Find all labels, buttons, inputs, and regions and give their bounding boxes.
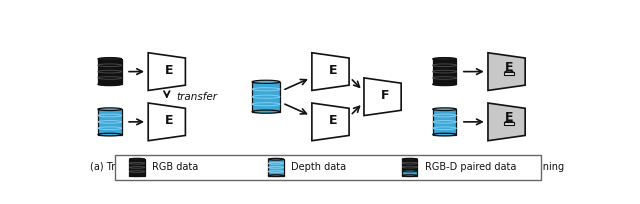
Text: (a) Transfer learning: (a) Transfer learning: [90, 162, 189, 172]
Text: RGB-D paired data: RGB-D paired data: [425, 162, 516, 172]
Ellipse shape: [252, 80, 280, 83]
Ellipse shape: [433, 83, 456, 86]
Polygon shape: [364, 78, 401, 116]
Polygon shape: [312, 103, 349, 141]
Bar: [402, 159, 417, 171]
Text: RGB data: RGB data: [152, 162, 198, 172]
Ellipse shape: [433, 70, 456, 73]
Ellipse shape: [252, 88, 280, 91]
Ellipse shape: [268, 158, 284, 160]
Ellipse shape: [129, 162, 145, 164]
Ellipse shape: [98, 114, 122, 117]
Ellipse shape: [433, 58, 456, 60]
Ellipse shape: [268, 162, 284, 164]
Ellipse shape: [268, 175, 284, 176]
Ellipse shape: [402, 175, 417, 176]
Ellipse shape: [268, 171, 284, 172]
Text: E: E: [329, 114, 337, 127]
Text: Depth data: Depth data: [291, 162, 346, 172]
Ellipse shape: [98, 64, 122, 67]
Ellipse shape: [129, 166, 145, 168]
Ellipse shape: [98, 121, 122, 123]
Text: (b) Feature fusion: (b) Feature fusion: [262, 162, 349, 172]
Polygon shape: [488, 103, 525, 141]
FancyBboxPatch shape: [115, 155, 541, 180]
Ellipse shape: [433, 108, 456, 111]
Ellipse shape: [433, 114, 456, 117]
Bar: [252, 82, 280, 112]
Polygon shape: [312, 53, 349, 90]
Ellipse shape: [252, 103, 280, 106]
Bar: [129, 159, 145, 176]
Ellipse shape: [402, 170, 417, 172]
Bar: [402, 171, 417, 176]
Text: (c) Domain-independent pre-training: (c) Domain-independent pre-training: [384, 162, 564, 172]
Ellipse shape: [252, 95, 280, 98]
Text: E: E: [329, 63, 337, 76]
Ellipse shape: [268, 166, 284, 168]
Ellipse shape: [433, 121, 456, 123]
Ellipse shape: [98, 127, 122, 130]
Text: E: E: [505, 61, 513, 74]
Text: E: E: [165, 114, 173, 127]
Ellipse shape: [402, 166, 417, 168]
Polygon shape: [148, 103, 186, 141]
Ellipse shape: [433, 64, 456, 67]
Ellipse shape: [129, 171, 145, 172]
Text: transfer: transfer: [177, 92, 218, 102]
Ellipse shape: [98, 77, 122, 79]
Ellipse shape: [98, 58, 122, 60]
Ellipse shape: [402, 170, 417, 172]
Bar: [268, 159, 284, 176]
Ellipse shape: [402, 162, 417, 164]
Ellipse shape: [402, 158, 417, 160]
Bar: [433, 109, 456, 135]
Polygon shape: [148, 53, 186, 90]
Ellipse shape: [252, 110, 280, 113]
Ellipse shape: [129, 158, 145, 160]
Bar: [433, 59, 456, 84]
Ellipse shape: [98, 70, 122, 73]
Text: F: F: [381, 89, 389, 102]
Ellipse shape: [433, 127, 456, 130]
Bar: [98, 59, 122, 84]
Text: E: E: [165, 63, 173, 76]
FancyBboxPatch shape: [504, 72, 515, 75]
Ellipse shape: [98, 133, 122, 136]
FancyBboxPatch shape: [504, 122, 515, 125]
Ellipse shape: [433, 77, 456, 79]
Ellipse shape: [98, 108, 122, 111]
Polygon shape: [488, 53, 525, 90]
Text: E: E: [505, 111, 513, 124]
Ellipse shape: [433, 133, 456, 136]
Ellipse shape: [129, 175, 145, 176]
Bar: [98, 109, 122, 135]
Ellipse shape: [98, 83, 122, 86]
